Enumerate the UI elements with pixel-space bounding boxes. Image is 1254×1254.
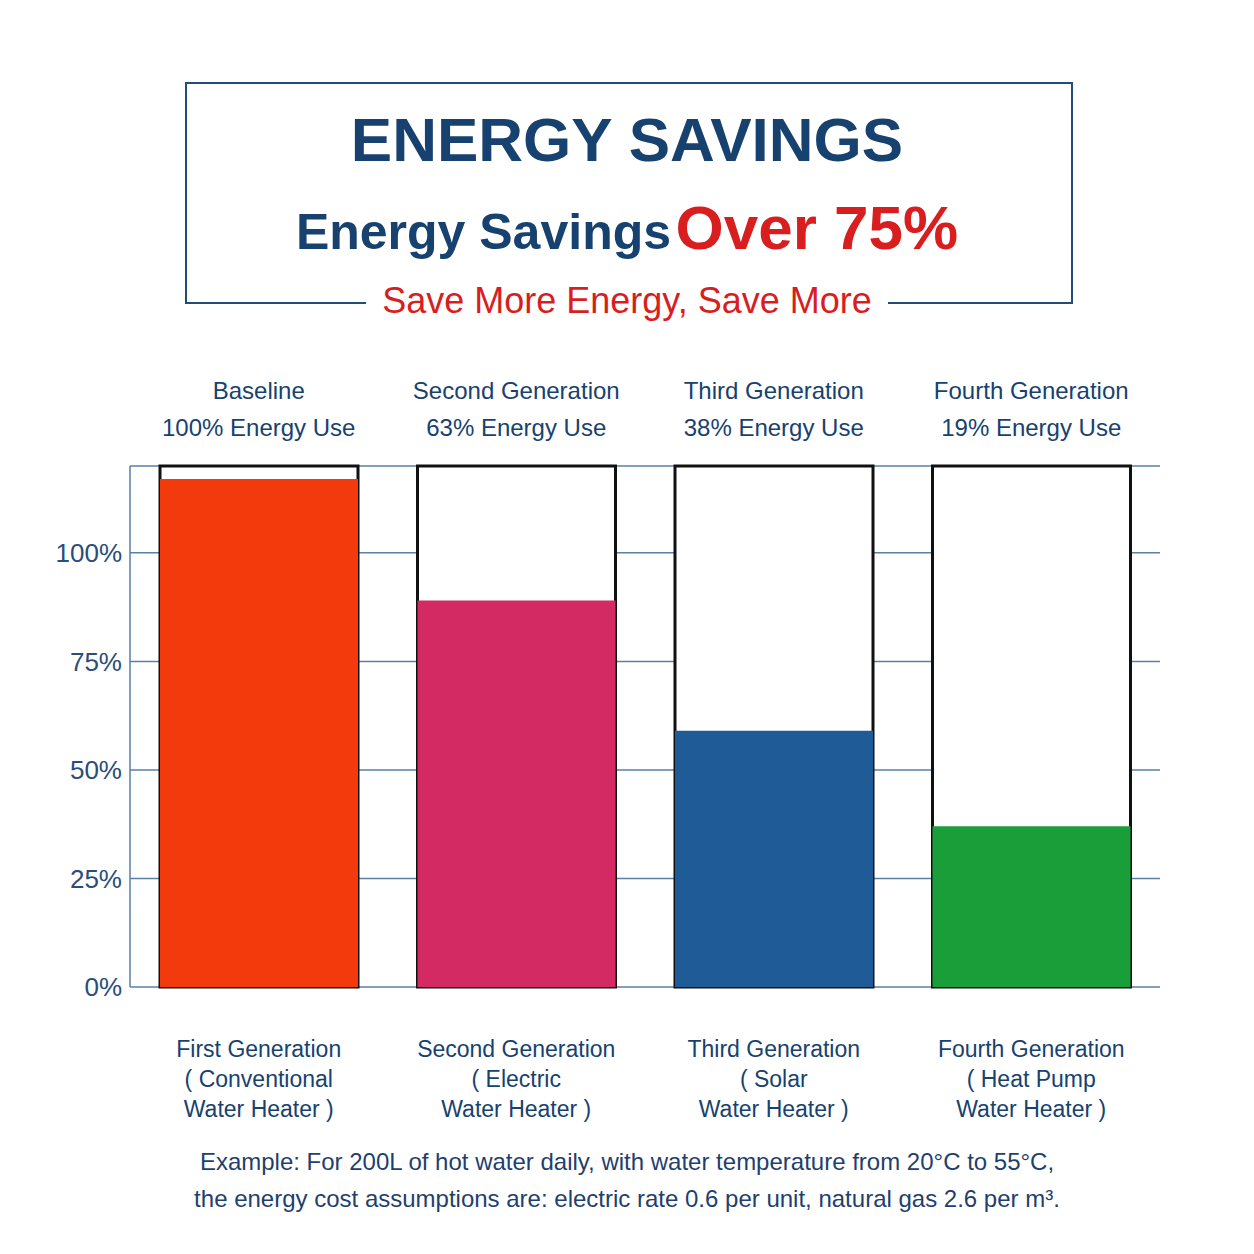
svg-text:( Heat Pump: ( Heat Pump	[967, 1066, 1096, 1092]
svg-text:Fourth Generation: Fourth Generation	[938, 1036, 1125, 1062]
svg-text:Second Generation: Second Generation	[413, 377, 620, 404]
svg-text:( Electric: ( Electric	[472, 1066, 561, 1092]
svg-text:19% Energy Use: 19% Energy Use	[941, 414, 1121, 441]
svg-text:Water Heater ): Water Heater )	[699, 1096, 849, 1122]
svg-text:( Conventional: ( Conventional	[185, 1066, 333, 1092]
svg-text:Third Generation: Third Generation	[684, 377, 864, 404]
html-text:Example: For 200L of hot water: Example: For 200L of hot water daily, wi…	[199, 1148, 1055, 1175]
html-text:ENERGY SAVINGS: ENERGY SAVINGS	[350, 105, 904, 174]
svg-text:( Solar: ( Solar	[740, 1066, 808, 1092]
svg-text:75%: 75%	[70, 647, 122, 677]
svg-text:50%: 50%	[70, 755, 122, 785]
html-text:Save More Energy, Save More: Save More Energy, Save More	[382, 280, 872, 321]
html-text:the energy cost assumptions ar: the energy cost assumptions are: electri…	[194, 1185, 1060, 1212]
svg-text:Second Generation: Second Generation	[417, 1036, 615, 1062]
svg-text:Baseline: Baseline	[213, 377, 305, 404]
svg-text:63% Energy Use: 63% Energy Use	[426, 414, 606, 441]
svg-text:100%: 100%	[56, 538, 123, 568]
svg-text:0%: 0%	[84, 972, 122, 1002]
svg-text:Water Heater ): Water Heater )	[184, 1096, 334, 1122]
svg-text:Water Heater ): Water Heater )	[441, 1096, 591, 1122]
svg-text:Water Heater ): Water Heater )	[956, 1096, 1106, 1122]
html-text:Energy SavingsOver 75%: Energy SavingsOver 75%	[295, 193, 959, 262]
svg-text:Third Generation: Third Generation	[687, 1036, 860, 1062]
svg-text:First Generation: First Generation	[176, 1036, 341, 1062]
svg-text:38% Energy Use: 38% Energy Use	[684, 414, 864, 441]
svg-text:Fourth Generation: Fourth Generation	[934, 377, 1129, 404]
svg-text:100% Energy Use: 100% Energy Use	[162, 414, 355, 441]
svg-text:25%: 25%	[70, 864, 122, 894]
